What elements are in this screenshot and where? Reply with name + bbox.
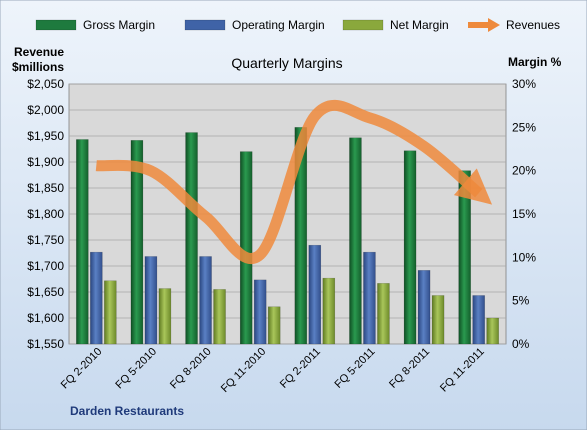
net-margin-bar — [158, 288, 172, 345]
legend: Gross Margin Operating Margin Net Margin Re… — [35, 18, 560, 32]
gross-margin-bar — [403, 150, 417, 345]
left-axis-title-line1: Revenue — [14, 45, 64, 59]
right-tick-label: 5% — [512, 294, 530, 308]
left-tick-label: $1,550 — [27, 337, 64, 351]
footer-label: Darden Restaurants — [70, 404, 184, 418]
net-margin-bar — [104, 280, 117, 345]
gross-margin-bar — [349, 137, 362, 345]
left-axis-title-line2: $millions — [12, 60, 64, 74]
net-margin-bar — [213, 289, 226, 345]
gross-margin-bar — [130, 140, 144, 345]
left-tick-label: $1,900 — [27, 155, 64, 169]
revenue-line — [95, 99, 493, 264]
right-tick-label: 0% — [512, 337, 530, 351]
operating-margin-bar — [417, 270, 431, 345]
net-margin-bar — [377, 283, 390, 345]
chart-title: Quarterly Margins — [231, 55, 342, 71]
left-tick-label: $1,600 — [27, 311, 64, 325]
gross-margin-bar — [185, 132, 198, 345]
gross-margin-bar — [458, 170, 471, 345]
right-tick-label: 10% — [512, 250, 536, 264]
left-tick-label: $1,950 — [27, 129, 64, 143]
gross-margin-bar — [294, 127, 308, 345]
net-margin-bar — [431, 295, 445, 345]
operating-margin-bar — [308, 244, 322, 345]
operating-margin-bar — [90, 251, 103, 345]
right-tick-label: 15% — [512, 207, 536, 221]
right-tick-label: 30% — [512, 77, 536, 91]
right-tick-label: 20% — [512, 164, 536, 178]
legend-label: Operating Margin — [232, 18, 325, 32]
right-axis-ticks: 0% 5% 10% 15% 20% 25% 30% — [512, 77, 536, 351]
legend-label: Revenues — [506, 18, 560, 32]
left-tick-label: $1,800 — [27, 207, 64, 221]
legend-swatch-operating-margin — [184, 19, 226, 31]
gross-margin-bar — [76, 139, 89, 345]
net-margin-bar — [322, 277, 336, 345]
legend-swatch-net-margin — [342, 19, 384, 31]
operating-margin-bar — [253, 279, 267, 345]
operating-margin-bar — [144, 256, 158, 345]
bars — [76, 127, 499, 345]
operating-margin-bar — [199, 256, 212, 345]
operating-margin-bar — [363, 251, 376, 345]
net-margin-bar — [267, 306, 281, 345]
right-tick-label: 25% — [512, 120, 536, 134]
revenue-line-path — [95, 99, 493, 264]
legend-label: Net Margin — [390, 18, 449, 32]
legend-label: Gross Margin — [83, 18, 155, 32]
left-axis-ticks: $1,550 $1,600 $1,650 $1,700 $1,750 $1,800 $1,8… — [27, 77, 64, 351]
legend-swatch-gross-margin — [35, 19, 77, 31]
legend-arrow-revenues — [488, 18, 500, 32]
left-tick-label: $1,750 — [27, 233, 64, 247]
left-tick-label: $1,650 — [27, 285, 64, 299]
operating-margin-bar — [472, 295, 485, 345]
left-tick-label: $2,000 — [27, 103, 64, 117]
left-tick-label: $1,850 — [27, 181, 64, 195]
left-tick-label: $1,700 — [27, 259, 64, 273]
right-axis-title: Margin % — [508, 55, 562, 69]
left-tick-label: $2,050 — [27, 77, 64, 91]
gross-margin-bar — [239, 151, 253, 345]
net-margin-bar — [486, 317, 499, 345]
